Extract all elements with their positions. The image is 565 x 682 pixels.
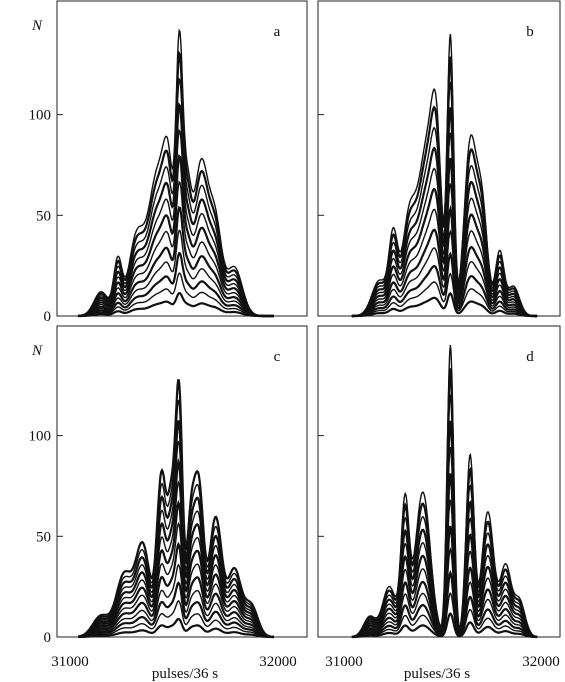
series-line-b-11 (351, 56, 538, 318)
series-line-c-13 (78, 379, 274, 638)
series-line-a-12 (78, 28, 274, 317)
panels-layer: 0 50 100 N a b 0 50 100 N c d (29, 0, 561, 646)
panel-frame-a (56, 0, 308, 317)
series-line-c-3 (78, 581, 274, 639)
panel-label-a: a (274, 24, 281, 40)
panel-c: 0 50 100 N c (29, 325, 308, 646)
series-line-d-12 (351, 344, 538, 638)
series-line-a-9 (78, 102, 274, 318)
series-line-b-6 (351, 183, 538, 317)
series-line-c-11 (78, 420, 274, 638)
x-tick-left-31000: 31000 (51, 654, 89, 670)
series-line-a-4 (78, 229, 274, 317)
x-tick-right-32000: 32000 (522, 654, 560, 670)
series-line-b-9 (351, 107, 538, 318)
series-line-c-9 (78, 457, 274, 638)
series-line-a-5 (78, 205, 274, 318)
x-tick-left-32000: 32000 (259, 654, 297, 670)
series-line-b-2 (351, 272, 538, 317)
series-line-c-1 (78, 617, 274, 639)
y-tick-label-a-0: 0 (44, 309, 52, 325)
series-line-b-3 (351, 251, 538, 318)
series-line-c-7 (78, 499, 274, 639)
series-line-d-1 (351, 612, 538, 639)
series-line-c-8 (78, 480, 274, 638)
series-line-b-12 (351, 34, 538, 317)
series-line-b-5 (351, 204, 538, 318)
x-tick-right-31000: 31000 (325, 654, 363, 670)
series-line-b-8 (351, 132, 538, 317)
series-line-a-2 (78, 272, 274, 317)
series-line-a-3 (78, 251, 274, 318)
panel-a: 0 50 100 N a (29, 0, 308, 325)
y-tick-label-c-50: 50 (36, 529, 51, 545)
y-tick-label-a-100: 100 (29, 108, 52, 124)
panel-frame-d (317, 325, 561, 638)
y-axis-label-c: N (31, 343, 43, 359)
series-line-a-1 (78, 292, 274, 318)
series-line-c-6 (78, 521, 274, 638)
series-line-b-4 (351, 229, 538, 317)
series-line-c-5 (78, 541, 274, 639)
series-line-a-7 (78, 154, 274, 318)
panel-label-b: b (526, 24, 534, 40)
x-axis-label-left: pulses/36 s (152, 666, 218, 682)
y-tick-label-c-0: 0 (44, 630, 52, 646)
panel-b: b (317, 0, 561, 318)
y-tick-label-a-50: 50 (36, 208, 51, 224)
panel-d: d (317, 325, 561, 639)
series-line-b-7 (351, 157, 538, 318)
y-tick-label-c-100: 100 (29, 429, 52, 445)
x-axis-label-right: pulses/36 s (404, 666, 470, 682)
panel-label-d: d (526, 349, 534, 365)
series-line-c-2 (78, 600, 274, 638)
panel-label-c: c (274, 349, 281, 365)
series-line-b-1 (351, 291, 538, 318)
y-axis-label-a: N (31, 18, 43, 34)
panel-frame-c (56, 325, 308, 638)
panel-frame-b (317, 0, 561, 317)
series-line-b-10 (351, 81, 538, 317)
series-line-c-4 (78, 563, 274, 638)
